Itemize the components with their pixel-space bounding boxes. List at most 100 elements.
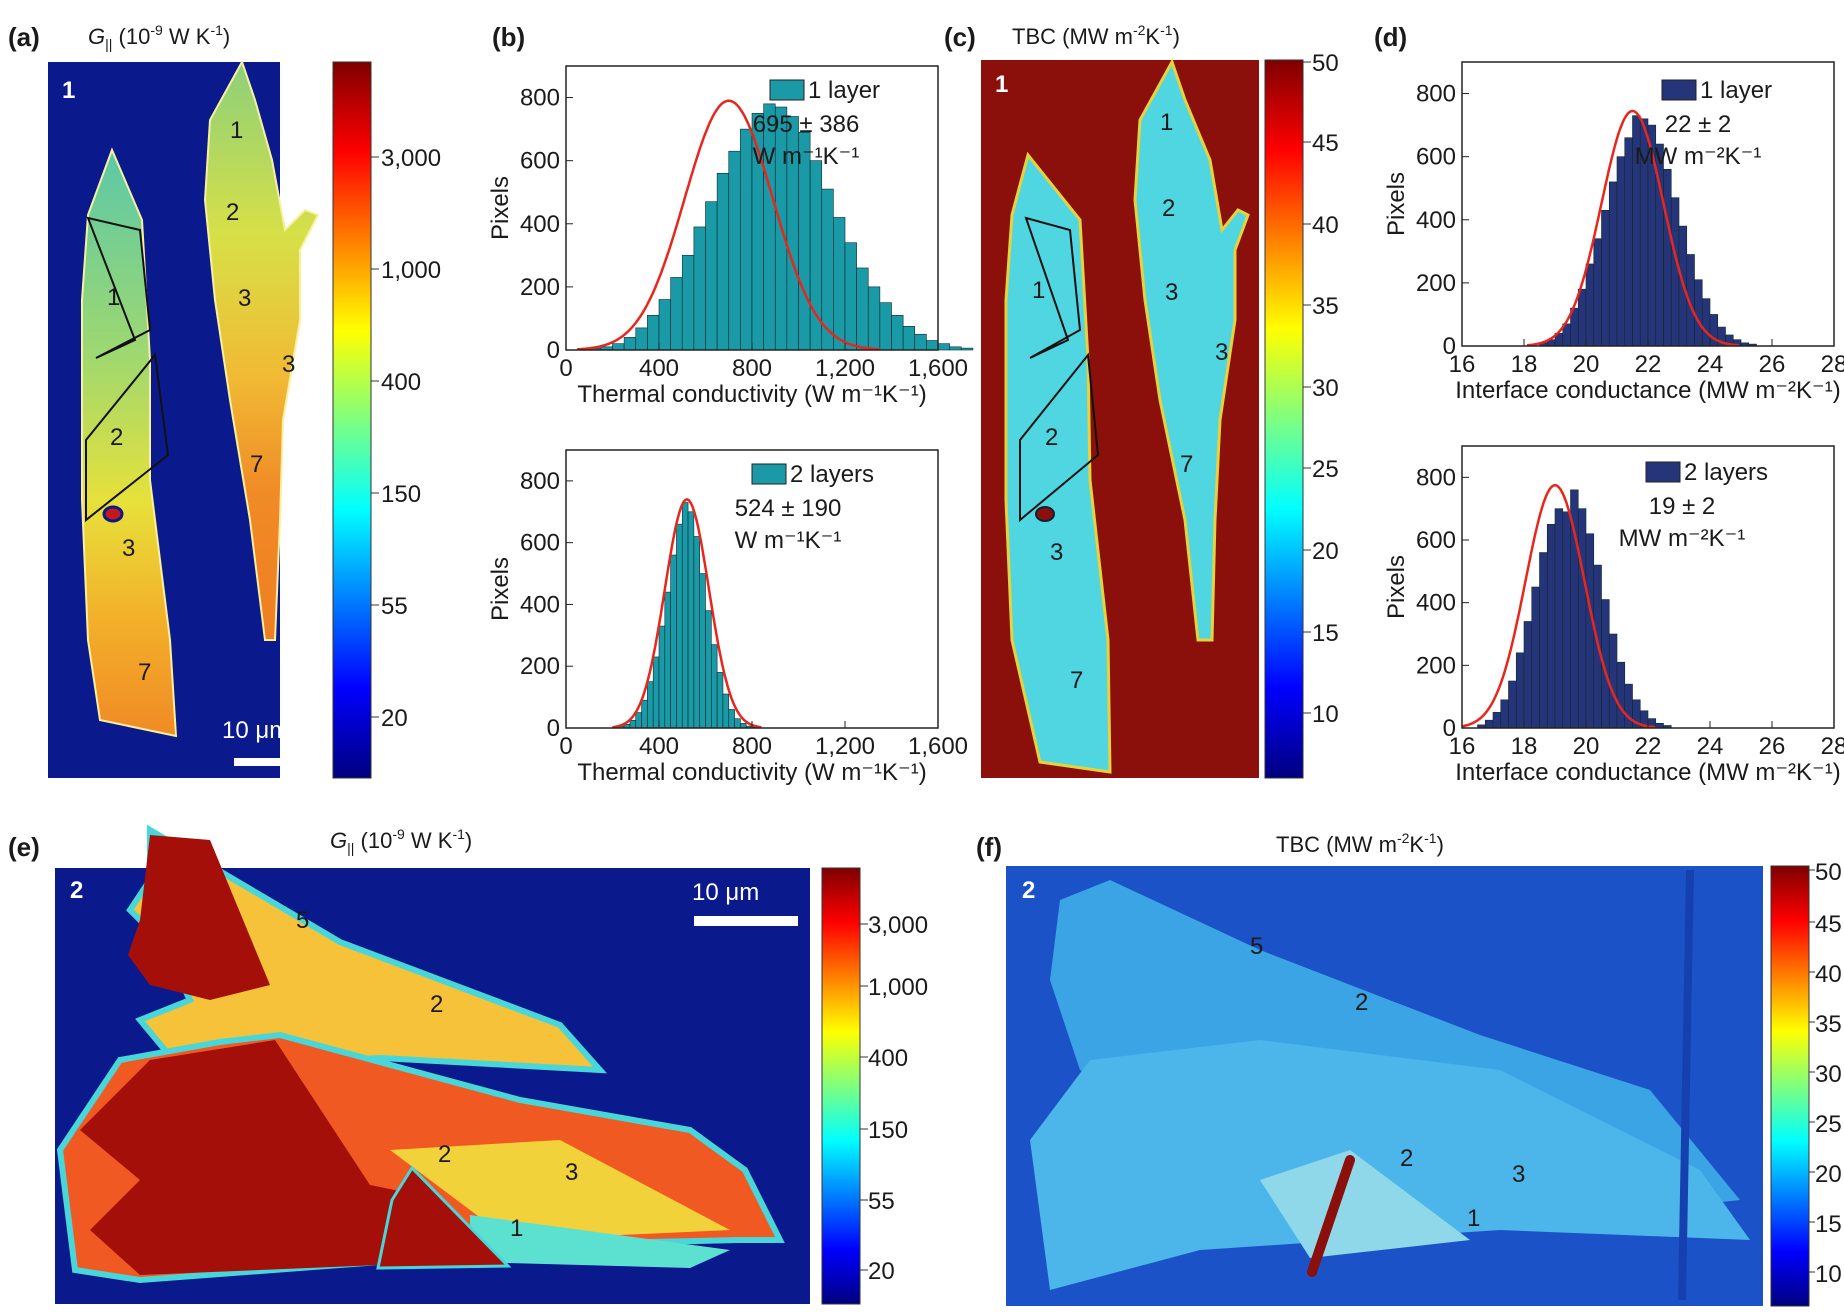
- panel-e-sample: 2: [70, 877, 83, 904]
- histogram-panel-label: (d): [1374, 22, 1407, 52]
- panel-f-region-3: 2: [1400, 1145, 1413, 1172]
- histogram-fit-line: [1526, 109, 1740, 347]
- histogram-x-tick-label: 20: [1573, 351, 1600, 378]
- histogram-bar: [1601, 210, 1610, 347]
- panel-c-cb-tick: 25: [1312, 456, 1339, 483]
- histogram-legend-line: 19 ± 2: [1649, 493, 1716, 520]
- histogram-y-tick-label: 0: [1443, 333, 1456, 360]
- panel-e-scale-label: 10 μm: [692, 879, 759, 906]
- panel-c-cb-tick: 45: [1312, 130, 1339, 157]
- histogram-x-tick-label: 1,600: [908, 733, 968, 760]
- histogram-bar: [681, 502, 689, 729]
- panel-a-cb-tick: 3,000: [381, 145, 441, 172]
- panel-c-title-tail: K: [1145, 24, 1160, 49]
- panel-c-region-7: 2: [1045, 424, 1058, 451]
- histogram-d-2layers: 16 18 20 22 24 26 28 0 200 400 600 800 Interface con…: [1383, 445, 1844, 786]
- histogram-bar: [1492, 712, 1502, 729]
- histogram-y-axis-label: Pixels: [487, 557, 514, 621]
- panel-e-label: (e): [8, 832, 40, 862]
- histogram-y-tick-label: 800: [1416, 464, 1456, 491]
- histogram-y-tick-label: 400: [1416, 590, 1456, 617]
- histogram-bar: [1546, 524, 1556, 729]
- histogram-y-tick-label: 0: [547, 337, 560, 364]
- histogram-bar: [1694, 279, 1703, 347]
- histogram-y-tick-label: 400: [520, 211, 560, 238]
- panel-f-cb-tick: 30: [1815, 1061, 1842, 1088]
- histogram-y-tick-label: 600: [520, 148, 560, 175]
- panel-e-cb-tick: 20: [868, 1258, 895, 1285]
- panel-a-region-3: 3: [238, 285, 251, 312]
- histogram-bar: [647, 314, 660, 351]
- panel-a-outline-1: [86, 216, 152, 359]
- histogram-bar: [833, 217, 846, 351]
- panel-e-region-3: 2: [438, 1141, 451, 1168]
- panel-e-cb-tick: 400: [868, 1045, 908, 1072]
- panel-a-flake-left: [81, 147, 178, 738]
- panel-e-cyan-band: [470, 1215, 730, 1268]
- panel-a-cb-tick: 150: [381, 481, 421, 508]
- histogram-legend-line: W m⁻¹K⁻¹: [735, 527, 842, 554]
- histogram-bar: [914, 333, 927, 351]
- histogram-bar: [676, 523, 683, 729]
- histogram-bar: [612, 343, 625, 351]
- histogram-bar: [629, 719, 637, 729]
- histogram-bar: [1701, 298, 1711, 347]
- panel-c-defect: [1035, 506, 1055, 522]
- panel-a-region-7: 2: [110, 424, 123, 451]
- panel-c-sample: 1: [995, 71, 1008, 98]
- histogram-legend-swatch: [1661, 79, 1697, 101]
- panel-f: (f) TBC (MW m-2K-1) 2 5 2 2 3 1 50 45 40…: [976, 830, 1842, 1307]
- panel-a-region-5: 7: [250, 451, 263, 478]
- panel-e-title-close: ): [465, 828, 472, 853]
- panel-e-region-1: 5: [296, 907, 309, 934]
- panel-e-mid-band: [390, 1140, 730, 1240]
- panel-e-title-exp2: -1: [452, 826, 465, 842]
- panel-e-upper-core: [128, 835, 270, 1000]
- panel-a-title-exp: -9: [150, 22, 163, 38]
- panel-c-title-close: ): [1173, 24, 1180, 49]
- histogram-bar: [1624, 137, 1633, 347]
- panel-c-region-3: 3: [1165, 279, 1178, 306]
- panel-c-region-8: 3: [1050, 539, 1063, 566]
- histogram-y-tick-label: 600: [520, 530, 560, 557]
- panel-e-triangle: [376, 1165, 512, 1270]
- histogram-x-tick-label: 800: [732, 733, 772, 760]
- panel-f-sample: 2: [1022, 877, 1035, 904]
- panel-e-colorbar-ticks: 3,000 1,000 400 150 55 20: [860, 912, 928, 1285]
- panel-f-region-4: 3: [1512, 1161, 1525, 1188]
- histogram-fit-line: [577, 99, 881, 351]
- histogram-x-tick-label: 16: [1449, 733, 1476, 760]
- histogram-bar: [670, 277, 683, 351]
- histogram-y-axis-label: Pixels: [487, 176, 514, 240]
- histogram-y-tick-label: 400: [1416, 207, 1456, 234]
- panel-e: (e) G|| (10-9 W K-1) 2 5 2 2 3 1 10 μm 3…: [8, 824, 928, 1305]
- panel-f-colorbar: [1770, 865, 1810, 1307]
- panel-c-title-main: TBC (MW m: [1012, 24, 1133, 49]
- histogram-d-1layer: (d) 16 18 20 22 24 26 28 0 200 400 600 800 Interface …: [1374, 22, 1844, 404]
- panel-c-region-2: 2: [1162, 195, 1175, 222]
- panel-a-region-1: 1: [230, 117, 243, 144]
- panel-c-region-4: 3: [1215, 339, 1228, 366]
- panel-f-cb-tick: 50: [1815, 859, 1842, 886]
- panel-f-triangle: [1260, 1150, 1470, 1258]
- panel-f-label: (f): [976, 832, 1002, 862]
- histogram-bar: [1554, 508, 1564, 729]
- panel-a-region-8: 3: [122, 535, 135, 562]
- histogram-bar: [1577, 288, 1587, 347]
- panel-f-title: TBC (MW m-2K-1): [1276, 830, 1444, 857]
- histogram-legend-line: W m⁻¹K⁻¹: [753, 143, 860, 170]
- panel-e-title-exp: -9: [392, 826, 405, 842]
- histogram-bar: [1608, 181, 1618, 347]
- panel-c-region-1: 1: [1160, 109, 1173, 136]
- histogram-x-tick-label: 1,200: [815, 355, 875, 382]
- histogram-x-axis-label: Interface conductance (MW m⁻²K⁻¹): [1455, 759, 1840, 786]
- panel-c-outline-1: [1024, 216, 1082, 359]
- histogram-y-tick-label: 200: [1416, 270, 1456, 297]
- panel-a-region-4: 3: [282, 351, 295, 378]
- panel-c-colorbar-ticks: 50 45 40 35 30 25 20 15 10: [1303, 50, 1339, 728]
- panel-c-cb-tick: 50: [1312, 50, 1339, 77]
- panel-c-title-exp2: -1: [1160, 22, 1173, 38]
- histogram-legend-line: 695 ± 386: [753, 111, 860, 138]
- panel-e-region-5: 1: [510, 1215, 523, 1242]
- panel-c-outline-2: [1019, 352, 1100, 523]
